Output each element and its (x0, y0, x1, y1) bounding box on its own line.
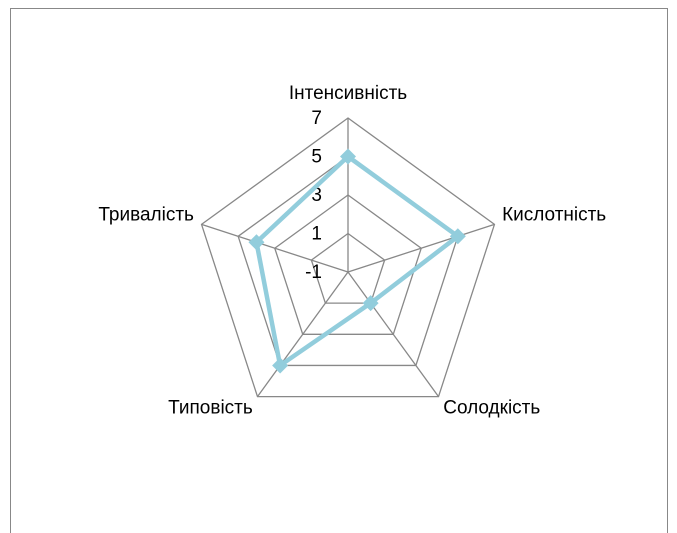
marker (272, 357, 289, 374)
axis-spoke (256, 271, 349, 397)
axis-spoke (201, 223, 349, 273)
tick-label: 5 (311, 147, 322, 168)
category-label: Інтенсивність (289, 83, 407, 104)
marker (362, 295, 379, 312)
category-label: Кислотність (502, 204, 606, 225)
tick-label: 3 (311, 185, 322, 206)
grid-ring (310, 232, 386, 304)
category-label: Тривалість (98, 204, 194, 225)
tick-label: 1 (311, 224, 322, 245)
tick-label: -1 (305, 262, 322, 283)
grid-ring (200, 117, 496, 398)
grid-ring (274, 194, 422, 335)
axis-spoke (347, 271, 440, 397)
marker (340, 148, 356, 165)
marker (248, 234, 265, 251)
marker (449, 228, 466, 245)
series-line (254, 154, 461, 368)
axis-spoke (347, 223, 495, 273)
category-label: Типовість (168, 398, 253, 419)
tick-label: 7 (311, 108, 322, 129)
category-label: Солодкість (443, 398, 540, 419)
chart-frame (10, 8, 668, 533)
